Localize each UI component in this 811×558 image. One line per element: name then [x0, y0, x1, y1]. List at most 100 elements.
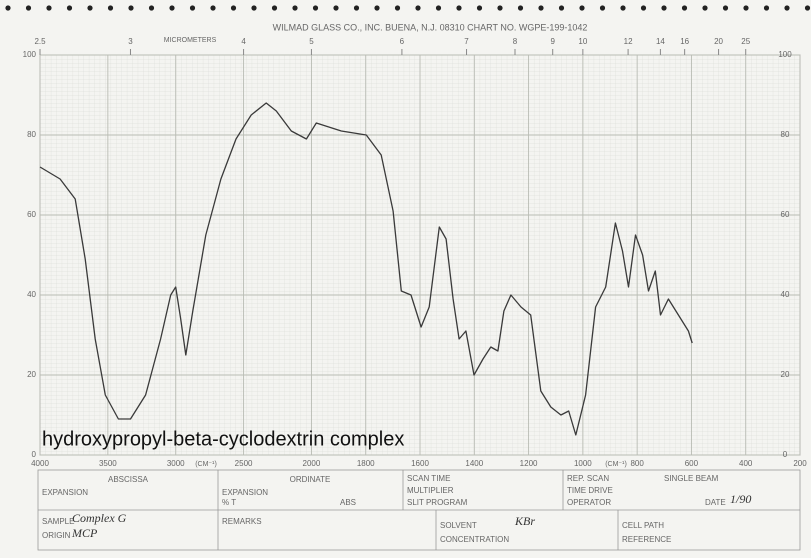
top-tick-label: 9 [550, 37, 555, 46]
punch-hole [722, 5, 729, 11]
top-tick-label: 8 [513, 37, 518, 46]
y-tick-label: 100 [778, 50, 792, 59]
punch-hole [435, 5, 442, 11]
y-tick-label: 80 [27, 130, 36, 139]
form-label: ORIGIN [42, 531, 71, 540]
punch-hole [538, 5, 544, 11]
y-tick-label: 0 [783, 450, 788, 459]
punch-hole [394, 5, 401, 11]
top-tick-label: 7 [464, 37, 469, 46]
punch-hole [497, 5, 503, 11]
form-value: Complex G [72, 511, 127, 525]
form-label: OPERATOR [567, 498, 611, 507]
x-unit: (CM⁻¹) [605, 461, 627, 468]
x-tick-label: 1200 [520, 459, 538, 468]
punch-hole [25, 5, 32, 11]
y-tick-label: 40 [781, 290, 790, 299]
header: WILMAD GLASS CO., INC. BUENA, N.J. 08310… [273, 22, 588, 32]
punch-hole [517, 5, 524, 11]
top-tick-label: 4 [241, 37, 246, 46]
punch-hole [271, 5, 278, 11]
spectrum-line [39, 102, 693, 436]
x-tick-label: 600 [685, 459, 699, 468]
form-label: SOLVENT [440, 521, 477, 530]
punch-hole [66, 5, 73, 11]
x-tick-label: 1800 [357, 459, 375, 468]
form-label: REP. SCAN [567, 474, 609, 483]
punch-hole [599, 5, 606, 11]
y-tick-label: 60 [27, 210, 36, 219]
punch-hole [189, 5, 196, 11]
x-tick-label: 4000 [31, 459, 49, 468]
punch-hole [333, 5, 339, 11]
punch-hole [456, 5, 462, 11]
y-tick-label: 20 [27, 370, 36, 379]
punch-hole [312, 5, 319, 11]
punch-hole [681, 5, 688, 11]
top-tick-label: 20 [714, 37, 723, 46]
punch-hole [46, 5, 52, 11]
punch-hole [353, 5, 360, 11]
punch-hole [620, 5, 626, 11]
form: ABSCISSA EXPANSION ORDINATE EXPANSION % … [37, 469, 801, 551]
top-tick-label: 12 [624, 37, 633, 46]
top-tick-label: 14 [656, 37, 665, 46]
punch-hole [702, 5, 708, 11]
punch-hole [476, 5, 483, 11]
punch-hole [210, 5, 216, 11]
punch-hole [87, 5, 93, 11]
form-label: REFERENCE [622, 535, 671, 544]
form-label: ORDINATE [290, 475, 331, 484]
punch-hole [558, 5, 565, 11]
top-tick-label: 25 [741, 37, 750, 46]
form-value: 1/90 [730, 492, 751, 506]
y-tick-label: 80 [781, 130, 790, 139]
form-label: DATE [705, 498, 726, 507]
x-tick-label: 1600 [411, 459, 429, 468]
form-label: SAMPLE [42, 517, 74, 526]
form-label: ABS [340, 498, 356, 507]
punch-hole [148, 5, 155, 11]
x-tick-label: 400 [739, 459, 753, 468]
form-label: SCAN TIME [407, 474, 450, 483]
punch-hole [169, 5, 175, 11]
form-label: EXPANSION [222, 488, 268, 497]
x-unit: (CM⁻¹) [195, 461, 217, 468]
form-label: CONCENTRATION [440, 535, 509, 544]
punch-hole [661, 5, 667, 11]
top-tick-label: 6 [400, 37, 405, 46]
x-tick-label: 2000 [303, 459, 321, 468]
x-tick-label: 3500 [99, 459, 117, 468]
top-tick-label: 2.5 [34, 37, 46, 46]
top-tick-label: 5 [309, 37, 314, 46]
x-tick-label: 200 [793, 459, 807, 468]
y-tick-label: 60 [781, 210, 790, 219]
top-axis-label: MICROMETERS [164, 37, 217, 44]
form-label: MULTIPLIER [407, 486, 454, 495]
punch-hole [251, 5, 257, 11]
punch-hole [804, 5, 811, 11]
form-label: CELL PATH [622, 521, 664, 530]
x-tick-label: 3000 [167, 459, 185, 468]
punch-hole [415, 5, 421, 11]
form-label: REMARKS [222, 517, 262, 526]
form-value: MCP [71, 526, 98, 540]
punch-hole [292, 5, 298, 11]
form-label: SLIT PROGRAM [407, 498, 468, 507]
y-tick-label: 20 [781, 370, 790, 379]
y-tick-label: 40 [27, 290, 36, 299]
punch-hole [5, 5, 11, 11]
top-tick-label: 16 [680, 37, 689, 46]
punch-hole [743, 5, 749, 11]
x-tick-label: 1000 [574, 459, 592, 468]
annotation: hydroxypropyl-beta-cyclodextrin complex [42, 428, 404, 450]
form-label: % T [222, 498, 236, 507]
punch-hole [128, 5, 134, 11]
x-tick-label: 800 [630, 459, 644, 468]
punch-hole [107, 5, 114, 11]
top-tick-label: 3 [128, 37, 133, 46]
form-value: KBr [514, 514, 535, 528]
punch-hole [763, 5, 770, 11]
form-label: ABSCISSA [108, 475, 149, 484]
